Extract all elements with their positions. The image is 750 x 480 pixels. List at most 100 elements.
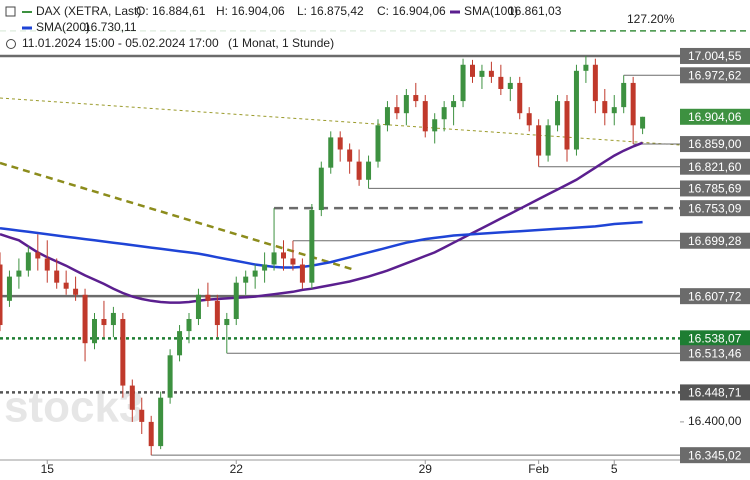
trend-line (0, 161, 356, 272)
last-price-label-box (680, 108, 750, 125)
candle-body (148, 421, 154, 447)
candle-body (243, 276, 249, 283)
candle-body (129, 385, 135, 410)
icon (5, 6, 16, 17)
level-label: 16.785,69 (688, 182, 742, 196)
candle-body (120, 318, 126, 386)
candle-body (101, 318, 107, 326)
legend-value: L: 16.875,42 (297, 4, 364, 18)
candle-body (177, 331, 183, 356)
level-label-box (680, 232, 750, 249)
candle-body (205, 294, 211, 301)
level-label-box (680, 47, 750, 64)
candle-body (451, 101, 457, 108)
candle-body (16, 270, 22, 277)
legend-value: C: 16.904,06 (377, 4, 446, 18)
legend-value: H: 16.904,06 (216, 4, 285, 18)
candle-body (630, 82, 636, 126)
fib-label: 127.20% (627, 12, 675, 26)
level-label-box (680, 288, 750, 305)
candle-body (63, 282, 69, 289)
candle-body (82, 294, 88, 344)
candle-body (460, 64, 466, 102)
level-label: 16.538,07 (688, 331, 742, 345)
candle-body (507, 82, 513, 89)
candle-body (44, 258, 50, 271)
x-tick-label: 22 (230, 462, 244, 476)
candle-body (413, 95, 419, 102)
candle-body (299, 264, 305, 283)
candle-body (394, 107, 400, 114)
candle-body (441, 107, 447, 120)
legend-value: 16.730,11 (84, 20, 137, 34)
x-tick-label: Feb (528, 462, 549, 476)
candle-body (583, 64, 589, 71)
candle-body (318, 167, 324, 211)
candle-body (573, 70, 579, 150)
level-label-box (680, 158, 750, 175)
level-label-box (680, 67, 750, 84)
period-note: (1 Monat, 1 Stunde) (228, 36, 334, 50)
candle-body (262, 264, 268, 271)
level-label: 17.004,55 (688, 49, 742, 63)
candle-body (366, 161, 372, 180)
candle-body (35, 252, 41, 259)
last-price-label: 16.904,06 (688, 110, 742, 124)
legend-value: O: 16.884,61 (136, 4, 206, 18)
candle-body (602, 101, 608, 114)
y-tick-label: 16.400,00 (688, 414, 742, 428)
candle-body (110, 312, 116, 326)
candle-body (356, 161, 362, 180)
legend-value: 16.861,03 (508, 4, 562, 18)
level-label-box (680, 447, 750, 464)
level-label-box (680, 136, 750, 153)
candle-body (309, 210, 315, 283)
candle-body (139, 409, 145, 422)
candle-body (384, 107, 390, 126)
candle-body (0, 264, 3, 326)
watermark: stock3 (4, 383, 143, 432)
candle-body (186, 318, 192, 332)
candle-body (252, 270, 258, 277)
candle-body (488, 70, 494, 77)
level-label: 16.513,46 (688, 346, 742, 360)
candle-body (375, 125, 381, 162)
candle-body (167, 355, 173, 398)
legend-label: SMA(200) (36, 20, 90, 34)
candle-body (54, 270, 60, 283)
candle-body (25, 252, 31, 271)
candle-body (479, 70, 485, 77)
legend-label: SMA(100) (464, 4, 518, 18)
candle-body (224, 318, 230, 326)
candle-body (195, 294, 201, 319)
level-label: 16.699,28 (688, 234, 742, 248)
candle-body (328, 137, 334, 168)
candle-body (290, 258, 296, 265)
candle-body (555, 101, 561, 126)
candle-body (545, 125, 551, 156)
candle-body (621, 82, 627, 108)
candle-body (233, 282, 239, 319)
level-label-box (680, 384, 750, 401)
x-tick-label: 29 (419, 462, 433, 476)
candle-body (640, 116, 646, 129)
sma-line (0, 220, 643, 269)
candle-body (611, 107, 617, 114)
candle-body (337, 137, 343, 150)
candle-body (592, 64, 598, 102)
candle-body (6, 276, 12, 301)
period: 11.01.2024 15:00 - 05.02.2024 17:00 (22, 36, 219, 50)
x-tick-label: 15 (41, 462, 55, 476)
level-label: 16.607,72 (688, 289, 742, 303)
candle-body (517, 82, 523, 114)
candle-body (158, 397, 164, 447)
candle-body (536, 125, 542, 156)
legend-label: DAX (XETRA, Last) (36, 4, 141, 18)
level-label-box (680, 180, 750, 197)
level-label-box (680, 345, 750, 362)
candle-body (347, 149, 353, 162)
level-label: 16.345,02 (688, 448, 742, 462)
clock-icon (6, 39, 16, 49)
